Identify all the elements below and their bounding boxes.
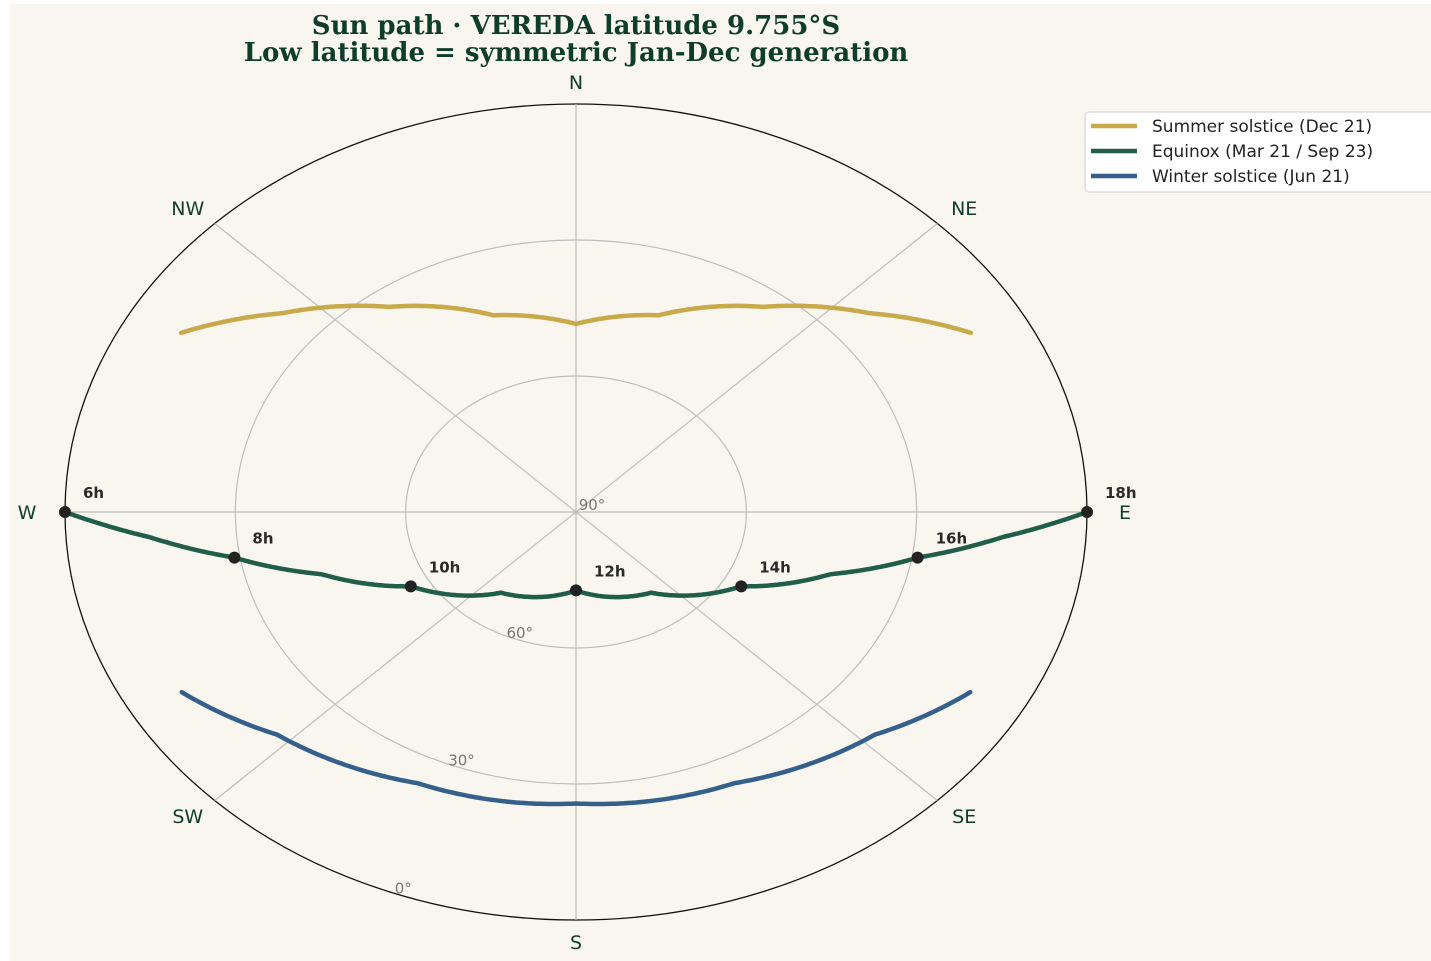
hour-marker-16h (911, 551, 924, 564)
ring-label-0: 0° (395, 879, 412, 897)
hour-markers: 6h 8h 10h 12h 14h 16h 18h (59, 484, 1137, 597)
compass-label-s: S (570, 932, 582, 954)
hour-marker-10h (404, 580, 417, 593)
series-line-summer-solstice-dec-21 (178, 303, 974, 336)
ring-label-30: 30° (448, 752, 475, 770)
axis-labels: N NE E SE S SW W NW 0° 30° 60° 90° (18, 72, 1131, 954)
compass-label-sw: SW (172, 806, 203, 828)
series-line-winter-solstice-jun-21 (179, 689, 973, 807)
compass-label-ne: NE (951, 198, 977, 220)
legend-entry-winter-solstice-jun-21: Winter solstice (Jun 21) (1152, 167, 1350, 187)
polar-grid (64, 103, 1088, 921)
hour-marker-12h (570, 584, 582, 597)
hour-label-14h: 14h (759, 558, 791, 576)
hour-marker-6h (59, 506, 71, 518)
hour-marker-14h (735, 580, 748, 593)
ring-label-60: 60° (506, 624, 533, 642)
compass-label-nw: NW (171, 198, 204, 220)
sun-path-chart: Sun path · VEREDA latitude 9.755°S Low l… (18, 11, 1431, 954)
spoke-nw (214, 223, 577, 513)
legend-entry-summer-solstice-dec-21: Summer solstice (Dec 21) (1152, 117, 1372, 137)
compass-label-n: N (569, 72, 583, 94)
compass-label-w: W (18, 502, 37, 524)
compass-label-se: SE (952, 806, 976, 828)
hour-label-6h: 6h (83, 484, 104, 502)
chart-subtitle: Low latitude = symmetric Jan-Dec generat… (244, 38, 909, 68)
figure-background: Sun path · VEREDA latitude 9.755°S Low l… (10, 4, 1431, 961)
hour-marker-18h (1081, 506, 1093, 518)
legend: Summer solstice (Dec 21) Equinox (Mar 21 … (1084, 111, 1431, 193)
spoke-se (575, 511, 938, 801)
hour-label-12h: 12h (594, 562, 626, 580)
hour-label-10h: 10h (429, 558, 461, 576)
chart-title: Sun path · VEREDA latitude 9.755°S (312, 11, 840, 41)
hour-label-16h: 16h (936, 530, 968, 548)
spoke-ne (575, 223, 938, 513)
ring-label-90: 90° (579, 496, 606, 514)
hour-label-18h: 18h (1105, 484, 1137, 502)
legend-entry-equinox-mar-21-sep-23: Equinox (Mar 21 / Sep 23) (1152, 142, 1373, 162)
hour-label-8h: 8h (252, 530, 273, 548)
legend-box (1084, 111, 1431, 193)
compass-label-e: E (1119, 502, 1131, 524)
hour-marker-8h (228, 551, 241, 564)
spoke-sw (214, 511, 577, 801)
